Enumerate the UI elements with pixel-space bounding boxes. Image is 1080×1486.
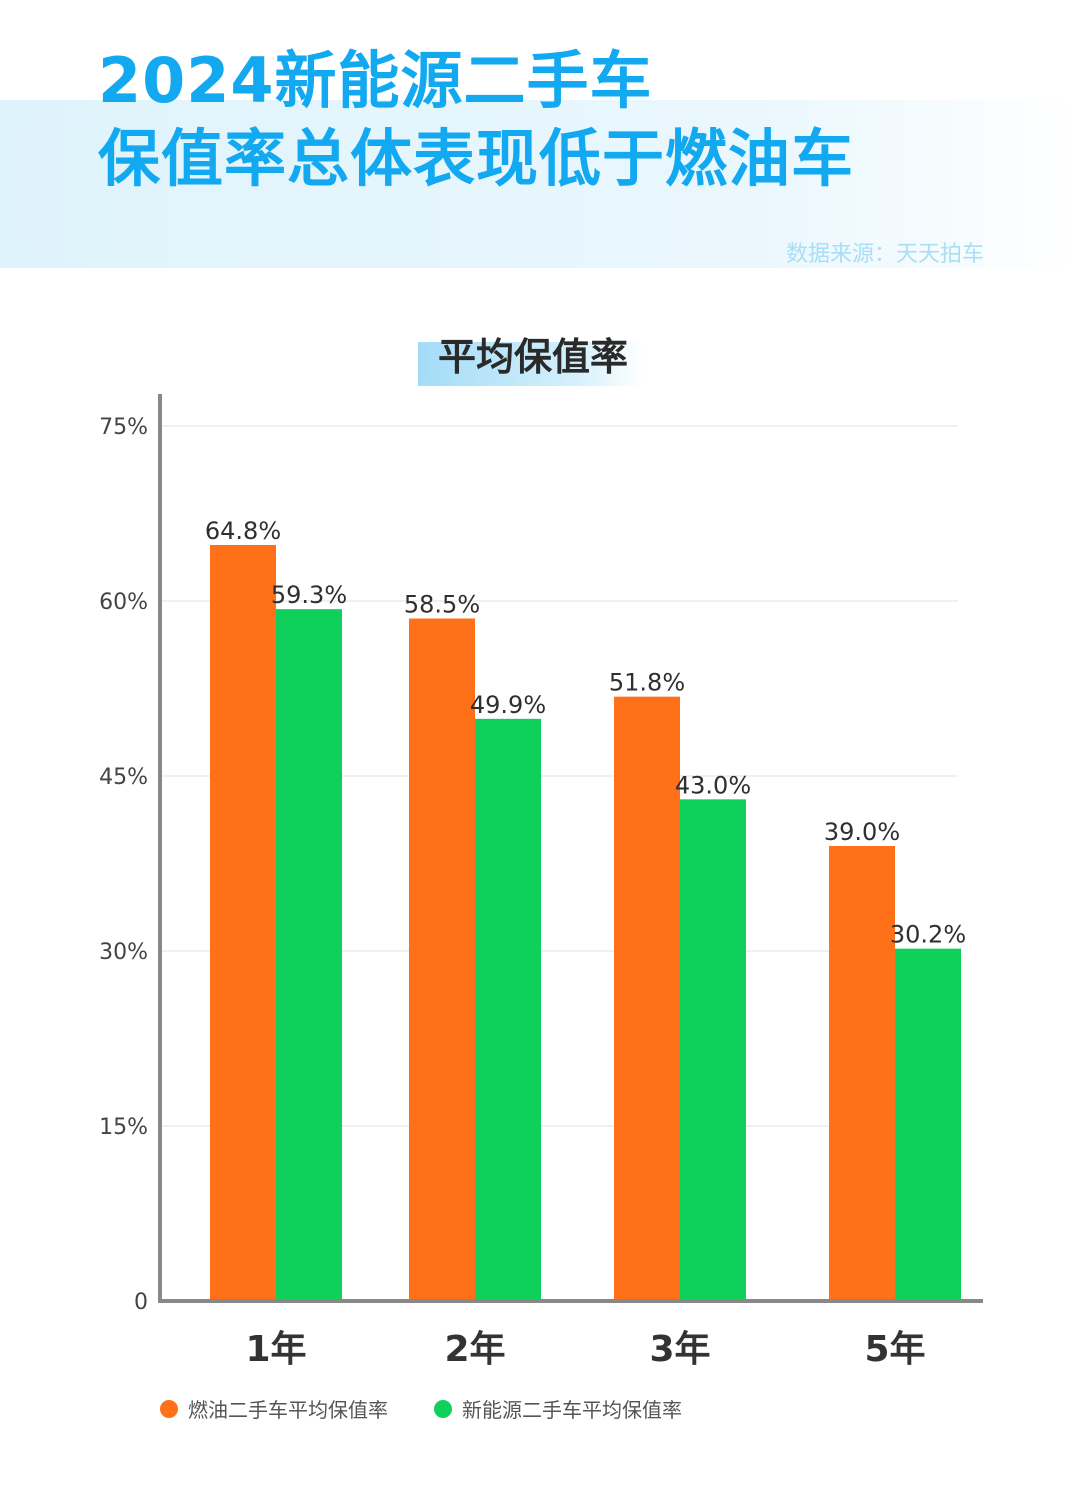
x-tick-label: 1年 bbox=[245, 1329, 306, 1370]
y-tick-label: 45% bbox=[99, 765, 148, 790]
data-label: 59.3% bbox=[271, 581, 347, 609]
data-label: 39.0% bbox=[824, 818, 900, 846]
y-tick-label: 15% bbox=[99, 1115, 148, 1140]
data-label: 58.5% bbox=[404, 591, 480, 619]
y-tick-label: 30% bbox=[99, 940, 148, 965]
x-tick-label: 2年 bbox=[444, 1329, 505, 1370]
legend-label-ev: 新能源二手车平均保值率 bbox=[462, 1398, 682, 1422]
y-tick-label: 60% bbox=[99, 590, 148, 615]
legend-label-fuel: 燃油二手车平均保值率 bbox=[188, 1398, 388, 1422]
legend-swatch-ev bbox=[434, 1399, 452, 1418]
legend-swatch-fuel bbox=[160, 1399, 178, 1418]
data-source: 数据来源：天天拍车 bbox=[785, 242, 984, 267]
bar-fuel bbox=[614, 696, 680, 1301]
bar-ev bbox=[475, 718, 541, 1301]
legend: 燃油二手车平均保值率 新能源二手车平均保值率 bbox=[160, 1394, 682, 1423]
bar-fuel bbox=[210, 545, 276, 1301]
headline-line-1: 2024新能源二手车 bbox=[98, 44, 653, 117]
y-tick-label: 0 bbox=[134, 1290, 148, 1315]
legend-item-fuel: 燃油二手车平均保值率 bbox=[160, 1394, 388, 1423]
x-tick-label: 3年 bbox=[649, 1329, 710, 1370]
chart-title-highlight bbox=[418, 342, 643, 386]
x-tick-label: 5年 bbox=[864, 1329, 925, 1370]
bar-ev bbox=[276, 609, 342, 1301]
legend-item-ev: 新能源二手车平均保值率 bbox=[434, 1394, 682, 1423]
bar-fuel bbox=[409, 618, 475, 1301]
data-label: 43.0% bbox=[675, 771, 751, 799]
data-label: 49.9% bbox=[470, 691, 546, 719]
chart-title: 平均保值率 bbox=[438, 335, 629, 379]
bar-fuel bbox=[829, 846, 895, 1301]
header-band bbox=[0, 100, 1080, 268]
data-label: 64.8% bbox=[205, 517, 281, 545]
bar-ev bbox=[680, 799, 746, 1301]
y-tick-label: 75% bbox=[99, 415, 148, 440]
data-label: 51.8% bbox=[609, 669, 685, 697]
chart-title-block: 平均保值率 bbox=[418, 326, 668, 386]
headline-line-2: 保值率总体表现低于燃油车 bbox=[98, 122, 855, 195]
bar-ev bbox=[895, 948, 961, 1301]
data-label: 30.2% bbox=[890, 921, 966, 949]
